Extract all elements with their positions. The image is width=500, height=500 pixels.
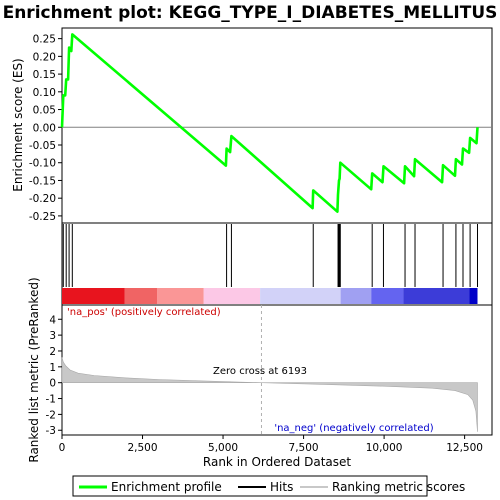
es-ytick-label: 0.25 bbox=[33, 34, 56, 46]
metric-panel-yticks: 4 3 2 1 0 -1 -2 -3 bbox=[46, 314, 62, 437]
hit-lines bbox=[62, 224, 479, 287]
es-panel-yticks: 0.25 0.20 0.15 0.10 0.05 0.00 -0.05 -0.10 -0.15 -… bbox=[29, 34, 492, 223]
heatmap-segment bbox=[157, 288, 204, 304]
metric-ytick-label: -3 bbox=[46, 425, 56, 437]
heatmap-segment bbox=[124, 288, 158, 304]
heatmap-segment bbox=[403, 288, 470, 304]
x-axis-ticks: 0 2,500 5,000 7,500 10,000 12,500 bbox=[59, 435, 483, 454]
x-tick-label: 5,000 bbox=[208, 442, 238, 454]
es-ytick-label: -0.25 bbox=[29, 211, 56, 223]
es-ytick-label: -0.15 bbox=[29, 175, 56, 187]
metric-ytick-label: 3 bbox=[49, 330, 56, 342]
metric-ylabel: Ranked list metric (PreRanked) bbox=[27, 277, 41, 462]
heatmap-segment bbox=[62, 288, 125, 304]
x-tick-label: 12,500 bbox=[446, 442, 483, 454]
heatmap-segment bbox=[340, 288, 372, 304]
es-ytick-label: -0.10 bbox=[29, 158, 56, 170]
x-axis-label: Rank in Ordered Dataset bbox=[203, 455, 351, 469]
ranking-metric-fill bbox=[61, 357, 478, 432]
enrichment-profile-line bbox=[60, 33, 479, 213]
es-ytick-label: 0.15 bbox=[33, 69, 56, 81]
enrichment-profile bbox=[60, 33, 479, 213]
legend: Enrichment profile Hits Ranking metric s… bbox=[72, 475, 465, 497]
heatmap-segment bbox=[469, 288, 478, 304]
x-tick-label: 10,000 bbox=[366, 442, 403, 454]
metric-ytick-label: -1 bbox=[46, 394, 56, 406]
legend-hits-label: Hits bbox=[270, 480, 293, 494]
es-ytick-label: -0.20 bbox=[29, 193, 56, 205]
metric-ytick-label: 0 bbox=[49, 378, 56, 390]
metric-ytick-label: 1 bbox=[49, 362, 56, 374]
chart-title: Enrichment plot: KEGG_TYPE_I_DIABETES_ME… bbox=[3, 3, 498, 23]
x-tick-label: 0 bbox=[59, 442, 66, 454]
neg-correlated-label: 'na_neg' (negatively correlated) bbox=[274, 423, 433, 434]
x-tick-label: 2,500 bbox=[127, 442, 157, 454]
metric-ytick-label: 2 bbox=[49, 346, 56, 358]
metric-ytick-label: 4 bbox=[49, 314, 56, 326]
es-ytick-label: 0.20 bbox=[33, 51, 56, 63]
es-ytick-label: 0.05 bbox=[33, 105, 56, 117]
heatmap-segment bbox=[203, 288, 261, 304]
es-ytick-label: 0.00 bbox=[33, 122, 56, 134]
metric-ytick-label: -2 bbox=[46, 409, 56, 421]
zero-cross-label: Zero cross at 6193 bbox=[213, 366, 307, 377]
rank-heatmap bbox=[62, 288, 478, 304]
pos-correlated-label: 'na_pos' (positively correlated) bbox=[67, 307, 221, 318]
es-ytick-label: 0.10 bbox=[33, 87, 56, 99]
x-tick-label: 7,500 bbox=[289, 442, 319, 454]
legend-enrichment-label: Enrichment profile bbox=[111, 480, 222, 494]
es-ylabel: Enrichment score (ES) bbox=[11, 58, 25, 191]
heatmap-segment bbox=[260, 288, 341, 304]
es-panel-frame bbox=[61, 27, 493, 224]
ranking-metric-area bbox=[61, 305, 478, 435]
heatmap-segment bbox=[371, 288, 404, 304]
es-ytick-label: -0.05 bbox=[29, 140, 56, 152]
legend-metric-label: Ranking metric scores bbox=[332, 480, 465, 494]
